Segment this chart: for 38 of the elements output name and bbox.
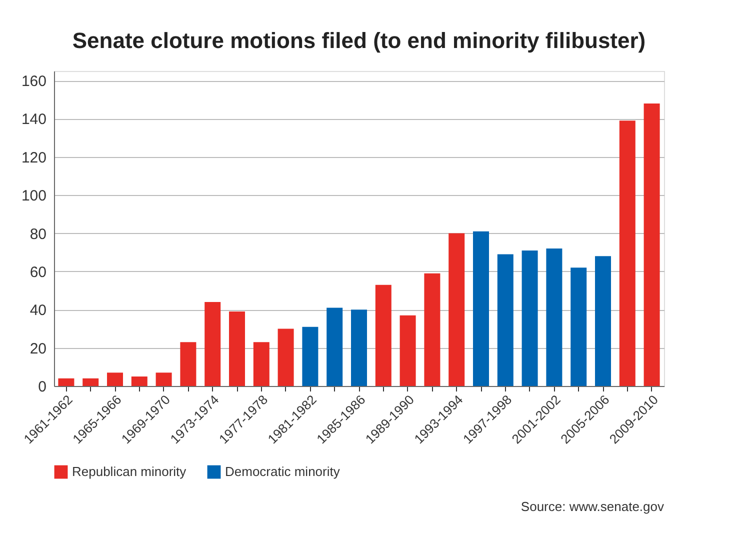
bar xyxy=(180,342,196,386)
y-tick-label: 120 xyxy=(21,149,46,166)
y-tick-label: 60 xyxy=(30,264,46,281)
y-tick-label: 20 xyxy=(30,340,46,358)
bar xyxy=(326,308,343,386)
bar xyxy=(82,378,99,386)
bar xyxy=(351,310,367,386)
y-tick-label: 80 xyxy=(30,226,46,243)
bar xyxy=(400,315,416,386)
bar xyxy=(546,248,562,386)
bar xyxy=(204,302,221,386)
bar xyxy=(448,233,465,386)
chart-title: Senate cloture motions filed (to end minority filibuster) xyxy=(72,28,646,53)
legend-label: Republican minority xyxy=(72,464,187,479)
bar xyxy=(522,250,538,386)
bar xyxy=(107,372,123,386)
bar xyxy=(619,120,636,386)
source-note: Source: www.senate.gov xyxy=(520,499,664,514)
bar xyxy=(375,284,392,386)
bar xyxy=(497,254,514,386)
bar xyxy=(278,328,294,386)
y-tick-label: 100 xyxy=(21,188,46,205)
bar xyxy=(131,376,148,386)
bar xyxy=(253,342,270,386)
y-tick-label: 140 xyxy=(21,111,46,128)
bar xyxy=(302,326,318,386)
bar xyxy=(424,273,440,386)
legend-label: Democratic minority xyxy=(225,464,340,479)
y-tick-label: 160 xyxy=(21,73,46,90)
bar xyxy=(570,268,587,386)
bar xyxy=(473,231,489,386)
bar xyxy=(595,256,611,386)
bar xyxy=(229,312,245,386)
y-tick-label: 40 xyxy=(30,302,46,320)
y-tick-label: 0 xyxy=(38,378,46,396)
bar xyxy=(644,103,660,386)
bar xyxy=(156,372,172,386)
bar xyxy=(58,378,74,386)
